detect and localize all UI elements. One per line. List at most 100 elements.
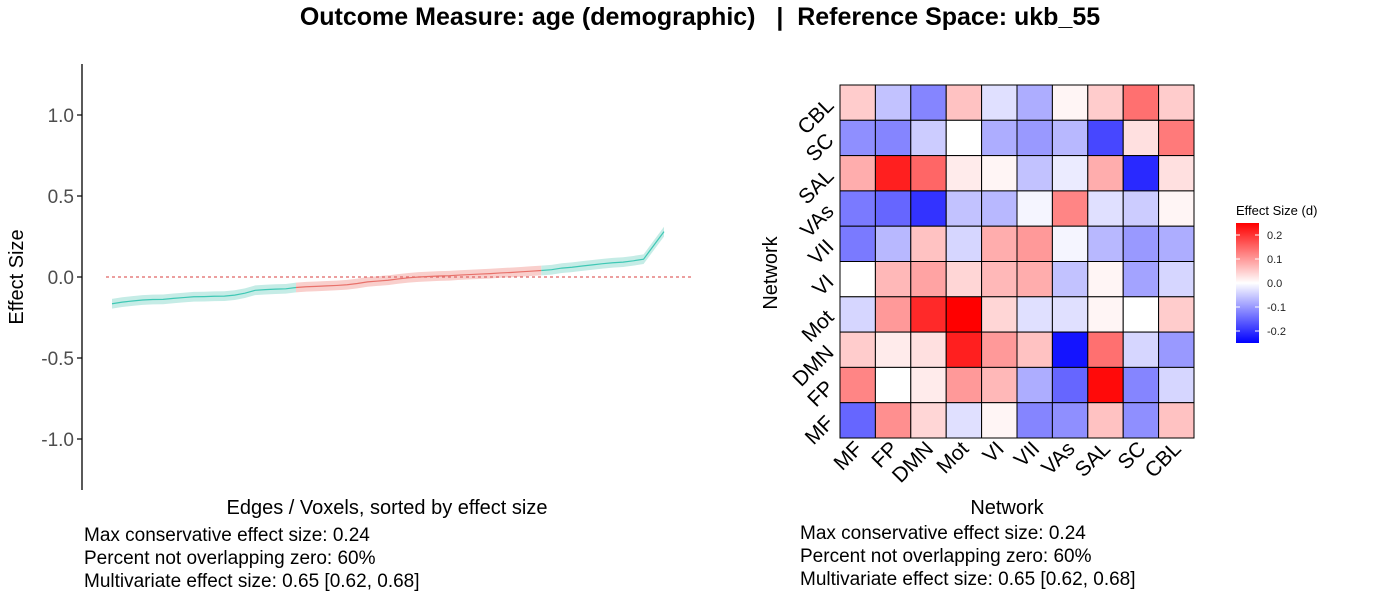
legend-title: Effect Size (d): [1236, 203, 1317, 218]
heatmap-cell: [1087, 261, 1124, 298]
heatmap-cell: [1122, 155, 1160, 192]
heatmap-cell: [1122, 402, 1160, 439]
legend-colorbar: [1236, 223, 1259, 343]
page-title: Outcome Measure: age (demographic) | Ref…: [299, 3, 1101, 31]
heatmap-cell: [1051, 119, 1089, 157]
heatmap-cell: [981, 261, 1018, 298]
heatmap-cell: [874, 190, 912, 227]
y-tick-label: SAL: [794, 165, 838, 209]
heatmap-cell: [839, 155, 876, 192]
heatmap-cell: [1087, 190, 1124, 227]
heatmap-cell: [981, 225, 1018, 262]
heatmap-cell: [1087, 119, 1124, 157]
heatmap-cell: [839, 366, 876, 404]
heatmap-cell: [1016, 119, 1053, 157]
heatmap-cell: [874, 296, 912, 333]
x-tick-label: VI: [979, 437, 1009, 467]
y-tick-label: Mot: [798, 306, 839, 347]
heatmap-cell: [874, 84, 912, 121]
heatmap-cell: [981, 296, 1018, 333]
heatmap-cell: [1016, 402, 1053, 439]
heatmap-cell: [1016, 190, 1053, 227]
heatmap-cell: [945, 331, 983, 368]
heatmap-cell: [1051, 402, 1089, 439]
y-tick-label: CBL: [793, 94, 838, 139]
heatmap-cell: [1016, 331, 1053, 368]
heatmap-cell: [981, 331, 1018, 368]
heatmap-cell: [874, 155, 912, 192]
heatmap-cell: [910, 225, 947, 262]
heatmap-cell: [945, 366, 983, 404]
heatmap-cell: [981, 119, 1018, 157]
heatmap-cell: [945, 190, 983, 227]
percent-not-overlapping-zero: Percent not overlapping zero: 60%: [84, 548, 376, 569]
x-axis-title: Network: [970, 497, 1044, 519]
heatmap-cell: [1051, 331, 1089, 368]
heatmap-cell: [1051, 190, 1089, 227]
y-tick-label: 0.0: [48, 268, 74, 289]
y-tick-label: -1.0: [41, 430, 74, 451]
heatmap-cell: [839, 331, 876, 368]
heatmap-cell: [1087, 296, 1124, 333]
heatmap-cell: [910, 155, 947, 192]
heatmap-cell: [945, 84, 983, 121]
heatmap-cell: [910, 331, 947, 368]
heatmap-cell: [1158, 296, 1195, 333]
heatmap-cell: [910, 190, 947, 227]
y-tick-label: 1.0: [48, 106, 74, 127]
heatmap-cell: [1051, 296, 1089, 333]
legend-tick-label: -0.2: [1267, 326, 1286, 338]
heatmap-cell: [1051, 84, 1089, 121]
heatmap-cell: [910, 119, 947, 157]
heatmap-cell: [981, 402, 1018, 439]
heatmap-cell: [1087, 84, 1124, 121]
heatmap-cell: [1051, 155, 1089, 192]
heatmap-cell: [1158, 331, 1195, 368]
heatmap-cell: [874, 119, 912, 157]
heatmap-cell: [945, 296, 983, 333]
heatmap-cell: [1051, 225, 1089, 262]
heatmap-cell: [1122, 225, 1160, 262]
heatmap-cell: [910, 84, 947, 121]
heatmap-cell: [981, 84, 1018, 121]
ci-band: [541, 226, 664, 276]
max-conservative-effect-size: Max conservative effect size: 0.24: [84, 525, 370, 546]
ci-band-overlapping-zero: [296, 265, 542, 293]
heatmap-cell: [839, 190, 876, 227]
heatmap-cell: [945, 225, 983, 262]
legend-tick-label: 0.1: [1267, 254, 1282, 266]
heatmap-cell: [1122, 261, 1160, 298]
heatmap-cell: [839, 402, 876, 439]
heatmap-cell: [1158, 155, 1195, 192]
heatmap-cell: [1051, 366, 1089, 404]
heatmap-cell: [910, 366, 947, 404]
heatmap-cell: [1016, 225, 1053, 262]
max-conservative-effect-size: Max conservative effect size: 0.24: [800, 523, 1086, 544]
multivariate-effect-size: Multivariate effect size: 0.65 [0.62, 0.…: [84, 571, 420, 592]
x-tick-label: MF: [830, 437, 868, 475]
heatmap-cell: [1158, 402, 1195, 439]
y-tick-label: VAs: [796, 200, 838, 242]
legend-tick-label: 0.0: [1267, 278, 1282, 290]
heatmap-cell: [910, 402, 947, 439]
heatmap-cell: [874, 261, 912, 298]
line-chart-stats: Max conservative effect size: 0.24 Perce…: [84, 524, 420, 593]
heatmap-cell: [1087, 402, 1124, 439]
heatmap-cell: [1158, 190, 1195, 227]
heatmap-cell: [1122, 84, 1160, 121]
heatmap-cell: [1158, 261, 1195, 298]
x-tick-label: CBL: [1141, 437, 1186, 482]
x-tick-label: SAL: [1071, 437, 1115, 481]
y-tick-label: MF: [801, 412, 839, 450]
heatmap-cell: [1087, 331, 1124, 368]
heatmap-cell: [945, 119, 983, 157]
x-tick-label: Mot: [932, 437, 973, 478]
effect-size-line-overlapping-zero: [295, 269, 542, 289]
heatmap-cell: [839, 119, 876, 157]
heatmap-cell: [1087, 155, 1124, 192]
heatmap-cell: [839, 261, 876, 298]
heatmap-cell: [1016, 261, 1053, 298]
effect-size-line: [111, 286, 297, 305]
heatmap-cell: [945, 155, 983, 192]
